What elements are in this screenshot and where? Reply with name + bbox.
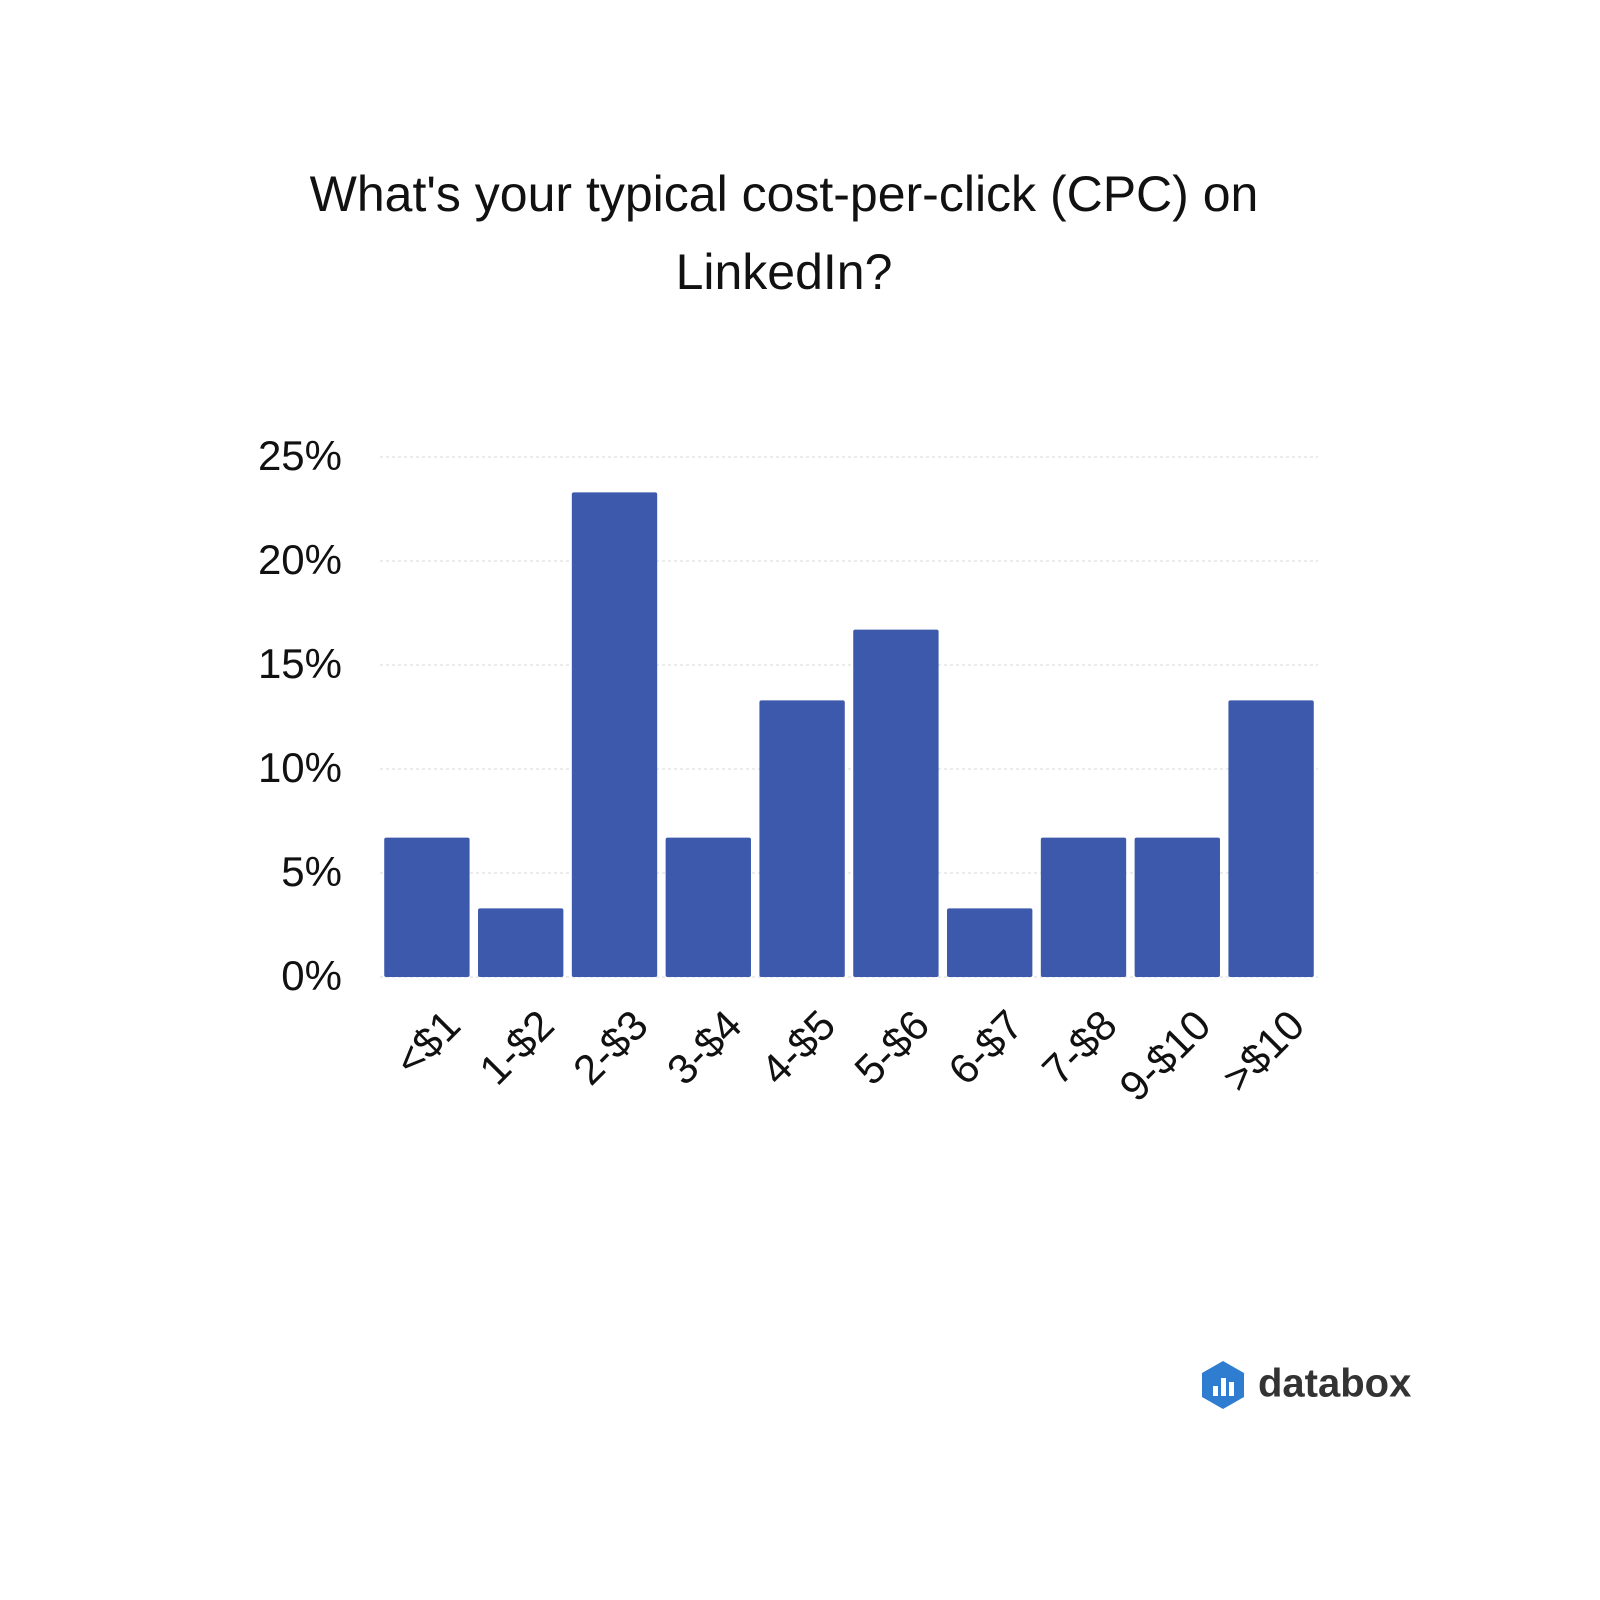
x-tick-label: 9-$10 (1110, 1001, 1219, 1110)
bar (384, 837, 470, 977)
y-tick-label: 20% (258, 536, 342, 583)
x-tick-label: >$10 (1213, 1001, 1313, 1101)
y-tick-label: 5% (281, 848, 342, 895)
bar (1134, 837, 1220, 977)
bar (571, 492, 658, 977)
x-tick-label: 3-$4 (658, 1001, 751, 1094)
y-tick-label: 10% (258, 744, 342, 791)
x-tick-label: 5-$6 (845, 1001, 938, 1094)
bar (853, 629, 939, 977)
x-tick-label: 4-$5 (752, 1001, 845, 1094)
x-tick-label: 1-$2 (470, 1001, 563, 1094)
bar (665, 837, 751, 977)
y-tick-label: 25% (258, 432, 342, 479)
chart-title: What's your typical cost-per-click (CPC)… (309, 166, 1259, 300)
bar (759, 700, 845, 977)
y-tick-label: 0% (281, 952, 342, 999)
brand: databox (1258, 1362, 1411, 1406)
bar (1040, 837, 1127, 977)
x-tick-label: <$1 (385, 1001, 469, 1085)
bar (947, 908, 1033, 977)
logo (1202, 1361, 1244, 1409)
bar (478, 908, 564, 977)
bar (1228, 700, 1314, 977)
y-tick-label: 15% (258, 640, 342, 687)
x-tick-label: 6-$7 (939, 1001, 1032, 1094)
x-tick-label: 2-$3 (564, 1001, 657, 1094)
